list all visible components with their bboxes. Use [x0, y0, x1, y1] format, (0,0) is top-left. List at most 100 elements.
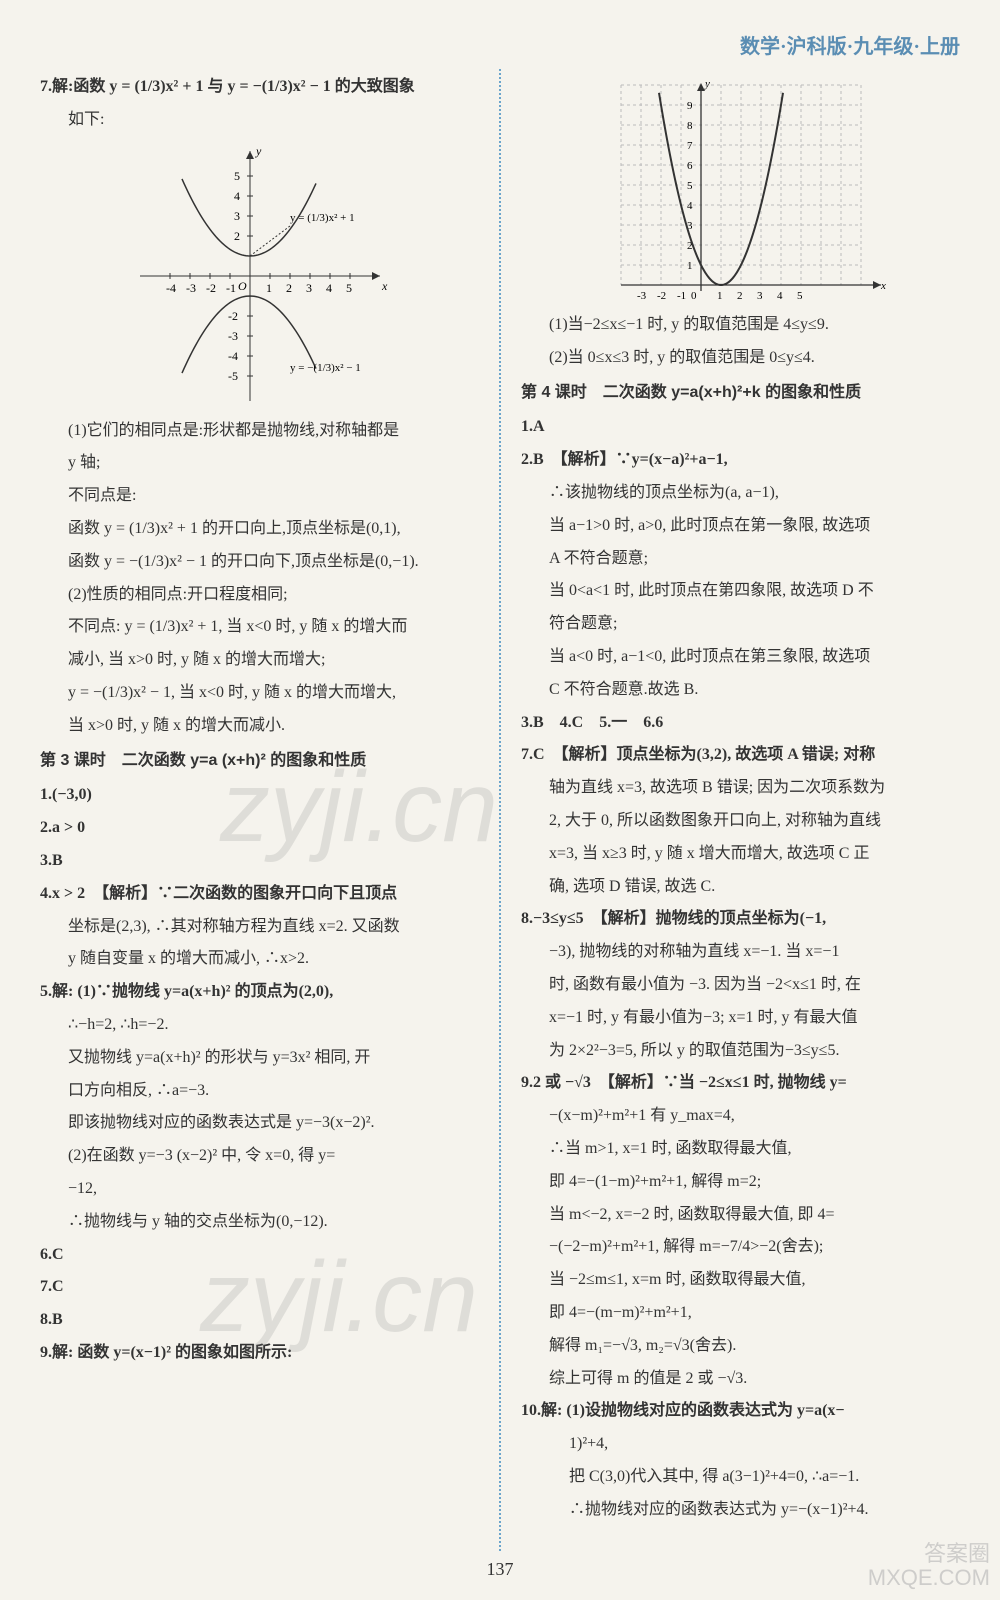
svg-text:x: x	[880, 280, 886, 292]
svg-text:-2: -2	[657, 290, 666, 302]
q7-p2c: y = −(1/3)x² − 1, 当 x<0 时, y 随 x 的增大而增大,	[68, 679, 479, 708]
svg-text:4: 4	[326, 281, 332, 295]
s3-5e: 即该抛物线对应的函数表达式是 y=−3(x−2)².	[68, 1109, 479, 1138]
s4-8d: x=−1 时, y 有最小值为−3; x=1 时, y 有最大值	[549, 1004, 960, 1033]
svg-text:3: 3	[757, 290, 763, 302]
s4-7c: 2, 大于 0, 所以函数图象开口向上, 对称轴为直线	[549, 807, 960, 836]
s4-7: 7.C 【解析】顶点坐标为(3,2), 故选项 A 错误; 对称	[521, 741, 960, 770]
svg-text:2: 2	[234, 229, 240, 243]
s4-2g: 当 a<0 时, a−1<0, 此时顶点在第三象限, 故选项	[549, 643, 960, 672]
svg-text:7: 7	[687, 140, 693, 152]
s3-5f: (2)在函数 y=−3 (x−2)² 中, 令 x=0, 得 y=	[68, 1142, 479, 1171]
svg-text:1: 1	[687, 260, 693, 272]
svg-text:3: 3	[234, 209, 240, 223]
s4-2: 2.B 【解析】∵y=(x−a)²+a−1,	[521, 446, 960, 475]
s4-8b: −3), 抛物线的对称轴为直线 x=−1. 当 x=−1	[549, 938, 960, 967]
s3-9: 9.解: 函数 y=(x−1)² 的图象如图所示:	[40, 1339, 479, 1368]
q7-intro: 7.解:函数 y = (1/3)x² + 1 与 y = −(1/3)x² − …	[40, 73, 479, 102]
svg-text:-4: -4	[166, 281, 176, 295]
s4-1: 1.A	[521, 413, 960, 442]
s4-2b: ∴该抛物线的顶点坐标为(a, a−1),	[549, 479, 960, 508]
s4-2e: 当 0<a<1 时, 此时顶点在第四象限, 故选项 D 不	[549, 577, 960, 606]
svg-text:-5: -5	[228, 369, 238, 383]
s4-9i: 解得 m₁=−√3, m₂=√3(舍去).	[549, 1332, 960, 1361]
s4-9c: ∴当 m>1, x=1 时, 函数取得最大值,	[549, 1135, 960, 1164]
svg-text:y: y	[255, 144, 262, 158]
r1: (1)当−2≤x≤−1 时, y 的取值范围是 4≤y≤9.	[549, 311, 960, 340]
svg-text:5: 5	[687, 180, 693, 192]
q7-f1: 函数 y = (1/3)x² + 1 的开口向上,顶点坐标是(0,1),	[68, 515, 479, 544]
svg-text:-1: -1	[677, 290, 686, 302]
q7-p2b: 减小, 当 x>0 时, y 随 x 的增大而增大;	[68, 646, 479, 675]
svg-text:5: 5	[346, 281, 352, 295]
graph1: xy-4-3-2-1O123455432-2-3-4-5y = (1/3)x² …	[130, 141, 390, 411]
corner-line2: MXQE.COM	[868, 1566, 990, 1590]
s4-10d: ∴抛物线对应的函数表达式为 y=−(x−1)²+4.	[569, 1496, 960, 1525]
section3-title: 第 3 课时 二次函数 y=a (x+h)² 的图象和性质	[40, 747, 479, 776]
svg-text:-2: -2	[228, 309, 238, 323]
q7-diff: 不同点是:	[68, 482, 479, 511]
svg-text:y = (1/3)x² + 1: y = (1/3)x² + 1	[290, 212, 355, 224]
s3-2: 2.a > 0	[40, 814, 479, 843]
svg-text:-4: -4	[228, 349, 238, 363]
svg-text:y = −(1/3)x² − 1: y = −(1/3)x² − 1	[290, 362, 361, 374]
s4-10b: 1)²+4,	[569, 1430, 960, 1459]
s3-4c: y 随自变量 x 的增大而减小, ∴x>2.	[68, 945, 479, 974]
svg-text:2: 2	[286, 281, 292, 295]
svg-text:-3: -3	[186, 281, 196, 295]
q7-p2a: 不同点: y = (1/3)x² + 1, 当 x<0 时, y 随 x 的增大…	[68, 613, 479, 642]
s3-5d: 口方向相反, ∴a=−3.	[68, 1077, 479, 1106]
s3-3: 3.B	[40, 847, 479, 876]
s4-9e: 当 m<−2, x=−2 时, 函数取得最大值, 即 4=	[549, 1201, 960, 1230]
page-number: 137	[40, 1559, 960, 1580]
svg-text:0: 0	[691, 290, 697, 302]
page: 数学·沪科版·九年级·上册 7.解:函数 y = (1/3)x² + 1 与 y…	[0, 0, 1000, 1600]
graph2: yx-3-2-1012345123456789	[591, 75, 891, 305]
svg-text:-3: -3	[228, 329, 238, 343]
svg-text:5: 5	[234, 169, 240, 183]
s4-9j: 综上可得 m 的值是 2 或 −√3.	[549, 1365, 960, 1394]
s4-2f: 符合题意;	[549, 610, 960, 639]
s4-7e: 确, 选项 D 错误, 故选 C.	[549, 873, 960, 902]
s3-4: 4.x > 2 【解析】∵二次函数的图象开口向下且顶点	[40, 880, 479, 909]
s4-9b: −(x−m)²+m²+1 有 y_max=4,	[549, 1102, 960, 1131]
s4-2c: 当 a−1>0 时, a>0, 此时顶点在第一象限, 故选项	[549, 512, 960, 541]
svg-text:2: 2	[737, 290, 743, 302]
q7-p2d: 当 x>0 时, y 随 x 的增大而减小.	[68, 712, 479, 741]
corner-brand: 答案圈 MXQE.COM	[868, 1542, 990, 1590]
s4-9f: −(−2−m)²+m²+1, 解得 m=−7/4>−2(舍去);	[549, 1233, 960, 1262]
r2: (2)当 0≤x≤3 时, y 的取值范围是 0≤y≤4.	[549, 344, 960, 373]
svg-text:9: 9	[687, 100, 693, 112]
svg-text:8: 8	[687, 120, 693, 132]
s3-5b: ∴−h=2, ∴h=−2.	[68, 1011, 479, 1040]
s3-1: 1.(−3,0)	[40, 781, 479, 810]
svg-text:4: 4	[234, 189, 240, 203]
svg-text:O: O	[238, 279, 247, 293]
left-column: 7.解:函数 y = (1/3)x² + 1 与 y = −(1/3)x² − …	[40, 69, 499, 1551]
s3-4b: 坐标是(2,3), ∴其对称轴方程为直线 x=2. 又函数	[68, 913, 479, 942]
svg-text:1: 1	[717, 290, 723, 302]
s4-2d: A 不符合题意;	[549, 545, 960, 574]
s3-5c: 又抛物线 y=a(x+h)² 的形状与 y=3x² 相同, 开	[68, 1044, 479, 1073]
svg-text:-2: -2	[206, 281, 216, 295]
s3-5: 5.解: (1)∵抛物线 y=a(x+h)² 的顶点为(2,0),	[40, 978, 479, 1007]
q7-same: (1)它们的相同点是:形状都是抛物线,对称轴都是	[68, 417, 479, 446]
q7-f2: 函数 y = −(1/3)x² − 1 的开口向下,顶点坐标是(0,−1).	[68, 548, 479, 577]
graph1-wrap: xy-4-3-2-1O123455432-2-3-4-5y = (1/3)x² …	[40, 141, 479, 411]
graph2-wrap: yx-3-2-1012345123456789	[521, 75, 960, 305]
svg-text:3: 3	[306, 281, 312, 295]
s3-8: 8.B	[40, 1306, 479, 1335]
svg-text:-1: -1	[226, 281, 236, 295]
svg-text:4: 4	[777, 290, 783, 302]
svg-text:x: x	[381, 279, 388, 293]
q7-p2: (2)性质的相同点:开口程度相同;	[68, 581, 479, 610]
columns: 7.解:函数 y = (1/3)x² + 1 与 y = −(1/3)x² − …	[40, 69, 960, 1551]
s3-5h: ∴抛物线与 y 轴的交点坐标为(0,−12).	[68, 1208, 479, 1237]
right-column: yx-3-2-1012345123456789 (1)当−2≤x≤−1 时, y…	[501, 69, 960, 1551]
s4-7d: x=3, 当 x≥3 时, y 随 x 增大而增大, 故选项 C 正	[549, 840, 960, 869]
s3-7: 7.C	[40, 1273, 479, 1302]
s4-8e: 为 2×2²−3=5, 所以 y 的取值范围为−3≤y≤5.	[549, 1037, 960, 1066]
s4-10: 10.解: (1)设抛物线对应的函数表达式为 y=a(x−	[521, 1397, 960, 1426]
s4-7b: 轴为直线 x=3, 故选项 B 错误; 因为二次项系数为	[549, 774, 960, 803]
s4-3: 3.B 4.C 5.一 6.6	[521, 709, 960, 738]
